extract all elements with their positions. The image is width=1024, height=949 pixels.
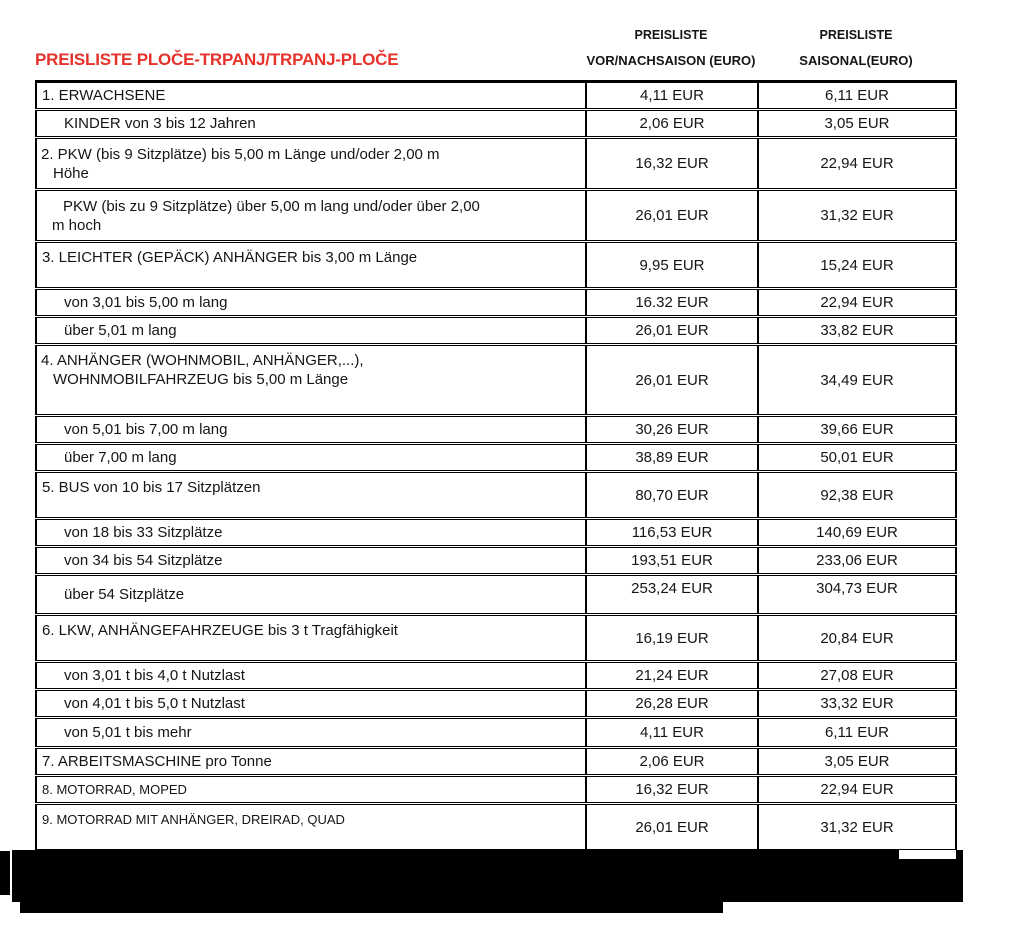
redaction-bar-left [0,851,10,895]
column-header-season-line2: SAISONAL(EURO) [799,53,913,68]
season-price-cell: 22,94 EUR [757,774,957,805]
row-label-cell: von 5,01 t bis mehr [35,716,587,749]
row-label-cell: von 3,01 bis 5,00 m lang [35,287,587,318]
pre-season-price-cell: 80,70 EUR [585,470,759,520]
pre-season-price-cell: 21,24 EUR [585,660,759,691]
season-price-cell: 140,69 EUR [757,517,957,548]
price-table-wrapper: 1. ERWACHSENE 4,11 EUR 6,11 EUR KINDER v… [0,80,963,913]
column-header-pre-season-line1: PREISLISTE [634,28,708,42]
row-label-cell: 8. MOTORRAD, MOPED [35,774,587,805]
pre-season-price-cell: 30,26 EUR [585,414,759,445]
pre-season-price-cell: 16,32 EUR [585,136,759,191]
row-label-cell: PKW (bis zu 9 Sitzplätze) über 5,00 m la… [35,188,587,243]
row-label-cell: KINDER von 3 bis 12 Jahren [35,108,587,139]
table-row: von 3,01 bis 5,00 m lang 16.32 EUR 22,94… [35,287,957,318]
redaction-bar-main [12,850,963,902]
row-label-cell: 9. MOTORRAD MIT ANHÄNGER, DREIRAD, QUAD [35,802,587,852]
season-price-cell: 33,32 EUR [757,688,957,719]
table-row: von 5,01 t bis mehr 4,11 EUR 6,11 EUR [35,716,957,749]
row-label-cell: 4. ANHÄNGER (WOHNMOBIL, ANHÄNGER,...), W… [35,343,587,417]
pre-season-price-cell: 38,89 EUR [585,442,759,473]
pre-season-price-cell: 4,11 EUR [585,716,759,749]
row-label-cell: von 3,01 t bis 4,0 t Nutzlast [35,660,587,691]
season-price-cell: 50,01 EUR [757,442,957,473]
pre-season-price-cell: 193,51 EUR [585,545,759,576]
season-price-cell: 3,05 EUR [757,746,957,777]
redaction-bar-bottom [20,897,723,913]
season-price-cell: 20,84 EUR [757,613,957,663]
season-price-cell: 233,06 EUR [757,545,957,576]
season-price-cell: 6,11 EUR [757,716,957,749]
pre-season-price-cell: 26,01 EUR [585,315,759,346]
season-price-cell: 3,05 EUR [757,108,957,139]
row-label-cell: 3. LEICHTER (GEPÄCK) ANHÄNGER bis 3,00 m… [35,240,587,290]
pre-season-price-cell: 26,01 EUR [585,188,759,243]
pre-season-price-cell: 116,53 EUR [585,517,759,548]
pre-season-price-cell: 9,95 EUR [585,240,759,290]
row-label-cell: 2. PKW (bis 9 Sitzplätze) bis 5,00 m Län… [35,136,587,191]
pre-season-price-cell: 16,32 EUR [585,774,759,805]
redaction-notch [899,850,956,859]
season-price-cell: 31,32 EUR [757,188,957,243]
pre-season-price-cell: 26,01 EUR [585,802,759,852]
table-row: 8. MOTORRAD, MOPED 16,32 EUR 22,94 EUR [35,774,957,805]
season-price-cell: 33,82 EUR [757,315,957,346]
season-price-cell: 31,32 EUR [757,802,957,852]
price-table: 1. ERWACHSENE 4,11 EUR 6,11 EUR KINDER v… [35,80,957,898]
table-row: 3. LEICHTER (GEPÄCK) ANHÄNGER bis 3,00 m… [35,240,957,290]
season-price-cell: 39,66 EUR [757,414,957,445]
table-row: von 18 bis 33 Sitzplätze 116,53 EUR 140,… [35,517,957,548]
table-row: von 3,01 t bis 4,0 t Nutzlast 21,24 EUR … [35,660,957,691]
pre-season-price-cell: 16.32 EUR [585,287,759,318]
pre-season-price-cell: 2,06 EUR [585,746,759,777]
table-row: 7. ARBEITSMASCHINE pro Tonne 2,06 EUR 3,… [35,746,957,777]
row-label-cell: von 5,01 bis 7,00 m lang [35,414,587,445]
table-row: 2. PKW (bis 9 Sitzplätze) bis 5,00 m Län… [35,136,957,191]
page-title: PREISLISTE PLOČE-TRPANJ/TRPANJ-PLOČE [35,50,399,69]
season-price-cell: 22,94 EUR [757,136,957,191]
column-header-pre-season: PREISLISTE VOR/NACHSAISON (EURO) [585,28,757,68]
table-row: über 54 Sitzplätze 253,24 EUR 304,73 EUR [35,573,957,616]
pre-season-price-cell: 26,01 EUR [585,343,759,417]
row-label-cell: 6. LKW, ANHÄNGEFAHRZEUGE bis 3 t Tragfäh… [35,613,587,663]
table-row: PKW (bis zu 9 Sitzplätze) über 5,00 m la… [35,188,957,243]
table-row: über 7,00 m lang 38,89 EUR 50,01 EUR [35,442,957,473]
table-row: 9. MOTORRAD MIT ANHÄNGER, DREIRAD, QUAD … [35,802,957,852]
season-price-cell: 34,49 EUR [757,343,957,417]
column-header-season: PREISLISTE SAISONAL(EURO) [757,28,955,68]
table-row: KINDER von 3 bis 12 Jahren 2,06 EUR 3,05… [35,108,957,139]
table-row: über 5,01 m lang 26,01 EUR 33,82 EUR [35,315,957,346]
season-price-cell: 304,73 EUR [757,573,957,616]
pre-season-price-cell: 2,06 EUR [585,108,759,139]
table-row: 4. ANHÄNGER (WOHNMOBIL, ANHÄNGER,...), W… [35,343,957,417]
table-row: 6. LKW, ANHÄNGEFAHRZEUGE bis 3 t Tragfäh… [35,613,957,663]
pre-season-price-cell: 26,28 EUR [585,688,759,719]
season-price-cell: 92,38 EUR [757,470,957,520]
pre-season-price-cell: 4,11 EUR [585,80,759,111]
season-price-cell: 15,24 EUR [757,240,957,290]
column-header-pre-season-line2: VOR/NACHSAISON (EURO) [586,53,756,68]
pre-season-price-cell: 16,19 EUR [585,613,759,663]
table-row: 5. BUS von 10 bis 17 Sitzplätzen 80,70 E… [35,470,957,520]
pre-season-price-cell: 253,24 EUR [585,573,759,616]
season-price-cell: 22,94 EUR [757,287,957,318]
table-row: von 5,01 bis 7,00 m lang 30,26 EUR 39,66… [35,414,957,445]
row-label-cell: von 4,01 t bis 5,0 t Nutzlast [35,688,587,719]
season-price-cell: 27,08 EUR [757,660,957,691]
row-label-cell: von 34 bis 54 Sitzplätze [35,545,587,576]
table-row: von 34 bis 54 Sitzplätze 193,51 EUR 233,… [35,545,957,576]
column-header-season-line1: PREISLISTE [819,28,893,42]
season-price-cell: 6,11 EUR [757,80,957,111]
table-row: 1. ERWACHSENE 4,11 EUR 6,11 EUR [35,80,957,111]
row-label-cell: 1. ERWACHSENE [35,80,587,111]
row-label-cell: über 7,00 m lang [35,442,587,473]
row-label-cell: über 54 Sitzplätze [35,573,587,616]
row-label-cell: 5. BUS von 10 bis 17 Sitzplätzen [35,470,587,520]
row-label-cell: 7. ARBEITSMASCHINE pro Tonne [35,746,587,777]
row-label-cell: von 18 bis 33 Sitzplätze [35,517,587,548]
table-row: von 4,01 t bis 5,0 t Nutzlast 26,28 EUR … [35,688,957,719]
row-label-cell: über 5,01 m lang [35,315,587,346]
